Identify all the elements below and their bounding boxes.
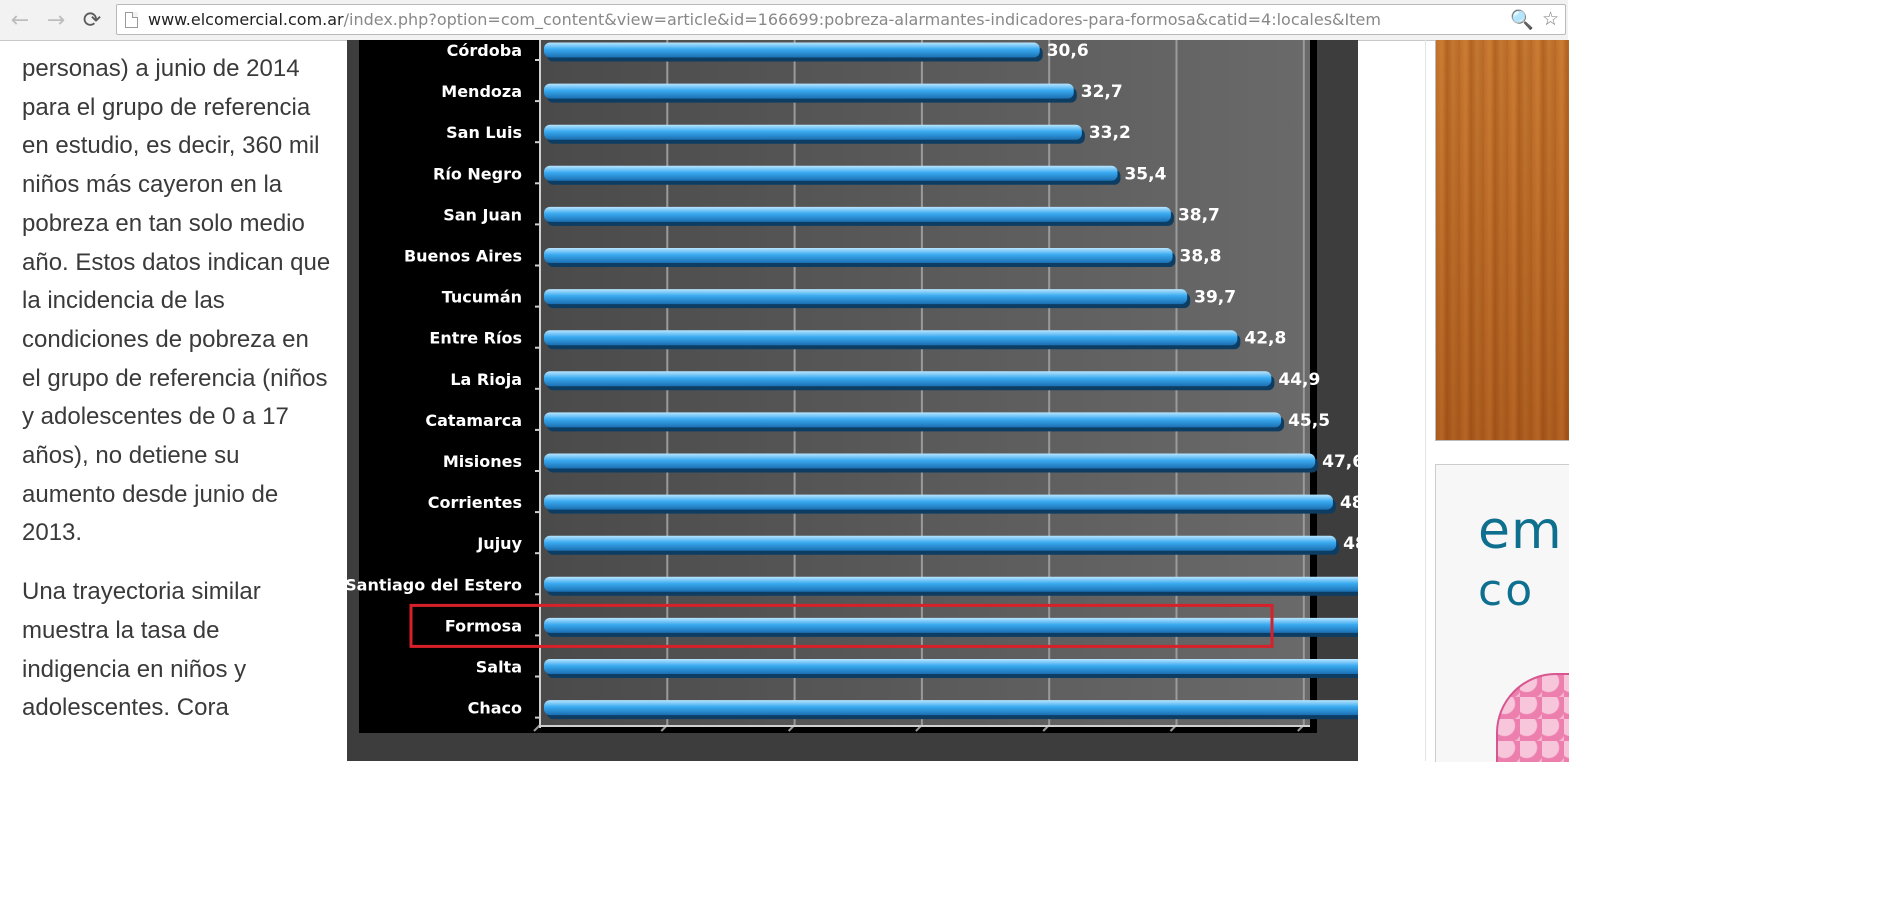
value-label: 32,7 <box>1081 82 1123 102</box>
bar <box>544 617 1358 633</box>
bar <box>544 165 1118 181</box>
back-icon[interactable]: ← <box>10 7 30 33</box>
category-label: Salta <box>476 658 522 677</box>
value-label: 44,9 <box>1278 370 1320 390</box>
bar <box>544 42 1040 58</box>
bar <box>544 124 1082 140</box>
chart-svg: Córdoba 30,6 Mendoza 32,7 San Luis 33,2 Río Ne… <box>347 40 1358 733</box>
category-label: Misiones <box>443 452 522 471</box>
page-icon <box>125 12 138 28</box>
bar <box>544 412 1282 428</box>
bar <box>544 248 1173 263</box>
value-label: 38,7 <box>1178 205 1220 225</box>
bar <box>544 83 1074 99</box>
category-label: Río Negro <box>433 164 522 183</box>
url-text[interactable]: www.elcomercial.com.ar/index.php?option=… <box>148 10 1503 29</box>
value-label: 30,6 <box>1047 41 1089 61</box>
poverty-chart: Córdoba 30,6 Mendoza 32,7 San Luis 33,2 Río Ne… <box>347 40 1358 761</box>
value-label: 48,9 <box>1343 534 1358 554</box>
bookmark-star-icon[interactable]: ☆ <box>1541 8 1559 30</box>
url-host: www.elcomercial.com.ar <box>148 10 344 29</box>
category-label: Córdoba <box>447 41 522 60</box>
address-bar[interactable]: www.elcomercial.com.ar/index.php?option=… <box>116 4 1566 35</box>
ad-product-image <box>1496 673 1569 762</box>
category-label: Entre Ríos <box>429 329 522 348</box>
value-label: 45,5 <box>1288 411 1330 431</box>
category-label: Corrientes <box>428 493 522 512</box>
bar <box>544 576 1358 592</box>
reload-icon[interactable]: ⟳ <box>82 7 102 33</box>
category-label: Santiago del Estero <box>347 575 522 594</box>
forward-icon[interactable]: → <box>46 7 66 33</box>
value-label: 42,8 <box>1244 329 1286 349</box>
article-body: personas) a junio de 2014 para el grupo … <box>22 50 332 748</box>
ad-brand-text: em <box>1478 501 1563 561</box>
article-paragraph: Una trayectoria similar muestra la tasa … <box>22 578 261 722</box>
bar <box>544 371 1272 387</box>
category-label: Chaco <box>468 699 522 718</box>
bar <box>544 700 1358 716</box>
zoom-icon[interactable]: 🔍 <box>1510 9 1534 31</box>
bar <box>544 659 1358 674</box>
bar <box>544 453 1316 469</box>
ad-brand-text: co <box>1478 565 1536 616</box>
sidebar-ad-brand[interactable]: em co <box>1435 464 1569 762</box>
bar <box>544 330 1238 346</box>
url-rest: &catid=4:locales&Item <box>1195 10 1381 29</box>
value-label: 33,2 <box>1089 123 1131 143</box>
url-highlighted-slug: :pobreza-alarmantes-indicadores-para-for… <box>818 10 1196 29</box>
category-label: Formosa <box>445 616 522 635</box>
bar <box>544 494 1333 510</box>
article-paragraph: personas) a junio de 2014 para el grupo … <box>22 55 331 547</box>
value-label: 38,8 <box>1180 247 1222 267</box>
sidebar-ad-image[interactable] <box>1435 40 1569 441</box>
category-label: La Rioja <box>450 370 522 389</box>
bar <box>544 206 1171 222</box>
value-label: 39,7 <box>1194 288 1236 308</box>
value-label: 35,4 <box>1124 164 1166 184</box>
category-label: Buenos Aires <box>404 247 522 266</box>
bar <box>544 535 1337 551</box>
highlight-box <box>409 603 1274 648</box>
browser-toolbar: ← → ⟳ www.elcomercial.com.ar/index.php?o… <box>0 0 1568 41</box>
category-label: Jujuy <box>476 534 522 553</box>
sidebar-divider <box>1425 40 1426 761</box>
bar <box>544 289 1188 305</box>
category-label: Catamarca <box>425 411 522 430</box>
value-label: 48,7 <box>1340 493 1358 513</box>
category-label: Tucumán <box>442 288 522 307</box>
category-label: San Luis <box>446 123 522 142</box>
url-path: /index.php?option=com_content&view=artic… <box>343 10 819 29</box>
value-label: 47,6 <box>1322 452 1358 472</box>
category-label: Mendoza <box>441 82 522 101</box>
category-label: San Juan <box>443 205 522 224</box>
